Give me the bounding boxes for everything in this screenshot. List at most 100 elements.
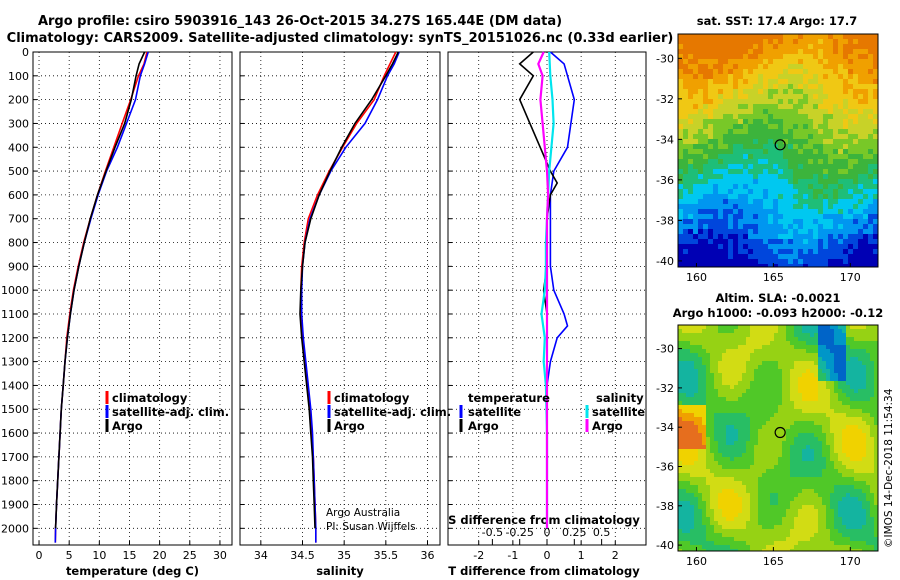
map-cell: [738, 481, 743, 486]
map-cell: [873, 184, 879, 190]
map-cell: [768, 109, 774, 115]
map-cell: [728, 239, 734, 245]
map-cell: [794, 473, 799, 478]
map-cell: [858, 64, 864, 70]
map-cell: [783, 74, 789, 80]
map-cell: [758, 489, 763, 494]
map-cell: [688, 224, 694, 230]
map-cell: [686, 389, 691, 394]
map-cell: [786, 365, 791, 370]
map-cell: [794, 481, 799, 486]
map-cell: [806, 457, 811, 462]
map-cell: [842, 509, 847, 514]
map-cell: [706, 473, 711, 478]
map-cell: [786, 521, 791, 526]
map-cell: [802, 333, 807, 338]
map-cell: [713, 114, 719, 120]
map-cell: [850, 461, 855, 466]
map-cell: [678, 345, 683, 350]
map-cell: [754, 441, 759, 446]
map-cell: [773, 224, 779, 230]
map-cell: [734, 341, 739, 346]
map-cell: [734, 405, 739, 410]
map-cell: [708, 84, 714, 90]
map-cell: [874, 493, 879, 498]
map-cell: [873, 154, 879, 160]
map-cell: [678, 421, 683, 426]
map-cell: [826, 521, 831, 526]
map-cell: [838, 421, 843, 426]
map-cell: [826, 381, 831, 386]
map-cell: [788, 204, 794, 210]
map-cell: [734, 437, 739, 442]
map-cell: [694, 445, 699, 450]
map-cell: [814, 345, 819, 350]
map-cell: [762, 357, 767, 362]
map-cell: [723, 114, 729, 120]
map-cell: [802, 537, 807, 542]
map-cell: [690, 485, 695, 490]
map-cell: [738, 377, 743, 382]
map-cell: [718, 365, 723, 370]
map-cell: [806, 405, 811, 410]
map-cell: [690, 509, 695, 514]
map-cell: [846, 373, 851, 378]
depth-tick-label: 400: [8, 141, 29, 154]
map-cell: [806, 409, 811, 414]
map-cell: [823, 74, 829, 80]
map-cell: [686, 469, 691, 474]
map-cell: [718, 329, 723, 334]
map-cell: [778, 119, 784, 125]
map-cell: [793, 74, 799, 80]
map-cell: [830, 337, 835, 342]
map-cell: [706, 477, 711, 482]
map-cell: [830, 385, 835, 390]
map-cell: [698, 405, 703, 410]
map-cell: [798, 541, 803, 546]
map-cell: [714, 477, 719, 482]
map-cell: [798, 189, 804, 195]
map-cell: [786, 329, 791, 334]
map-cell: [866, 329, 871, 334]
map-cell: [690, 469, 695, 474]
map-cell: [723, 79, 729, 85]
map-cell: [858, 341, 863, 346]
map-cell: [848, 119, 854, 125]
map-cell: [703, 154, 709, 160]
map-cell: [758, 129, 764, 135]
map-cell: [702, 341, 707, 346]
map-cell: [858, 184, 864, 190]
map-cell: [866, 493, 871, 498]
map-cell: [722, 469, 727, 474]
map-cell: [798, 259, 804, 265]
map-cell: [734, 429, 739, 434]
map-cell: [688, 194, 694, 200]
map-cell: [858, 393, 863, 398]
map-cell: [710, 365, 715, 370]
map-cell: [803, 54, 809, 60]
map-cell: [786, 373, 791, 378]
map-cell: [678, 353, 683, 358]
map-cell: [858, 34, 864, 40]
map-cell: [726, 477, 731, 482]
map-cell: [842, 357, 847, 362]
map-cell: [828, 244, 834, 250]
map-cell: [688, 204, 694, 210]
map-cell: [870, 349, 875, 354]
map-cell: [682, 453, 687, 458]
map-cell: [794, 453, 799, 458]
map-cell: [734, 537, 739, 542]
map-cell: [838, 325, 843, 330]
map-cell: [678, 114, 684, 120]
map-cell: [794, 545, 799, 550]
map-cell: [730, 397, 735, 402]
map-cell: [833, 229, 839, 235]
map-cell: [866, 489, 871, 494]
map-cell: [754, 449, 759, 454]
map-cell: [848, 44, 854, 50]
map-cell: [850, 353, 855, 358]
map-cell: [730, 333, 735, 338]
map-cell: [798, 525, 803, 530]
map-cell: [854, 493, 859, 498]
